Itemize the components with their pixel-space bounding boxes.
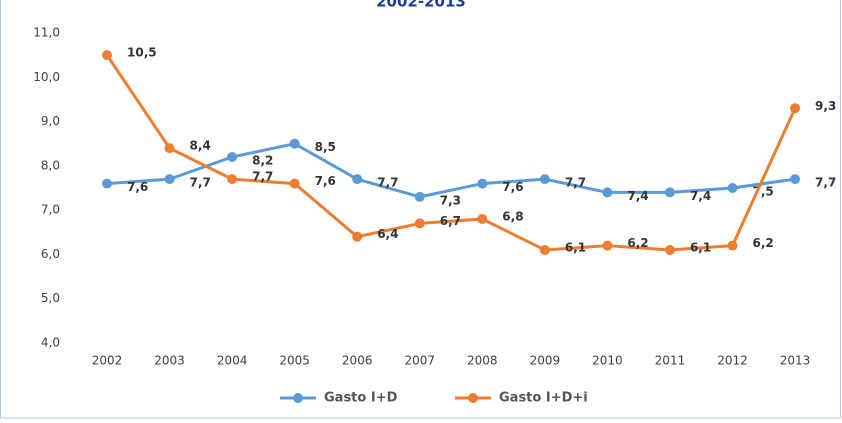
data-point [164, 174, 175, 185]
data-label: 6,1 [690, 241, 711, 255]
x-tick-label: 2005 [279, 354, 310, 368]
x-tick-label: 2013 [780, 354, 811, 368]
x-tick-label: 2010 [592, 354, 623, 368]
data-label: 8,4 [190, 139, 211, 153]
data-label: 7,7 [377, 176, 398, 190]
chart-title: 2002-2013 [376, 0, 466, 11]
data-label: 8,5 [315, 140, 336, 154]
y-tick-label: 11,0 [33, 26, 60, 40]
x-tick-label: 2007 [404, 354, 435, 368]
y-tick-label: 4,0 [41, 336, 60, 350]
data-point [102, 178, 112, 189]
data-point [477, 178, 488, 189]
legend-label: Gasto I+D+i [499, 391, 588, 406]
y-tick-label: 7,0 [41, 203, 60, 217]
data-point [352, 174, 363, 185]
data-point [602, 187, 613, 198]
data-point [414, 218, 425, 229]
legend-label: Gasto I+D [324, 391, 398, 406]
x-tick-label: 2003 [154, 354, 185, 368]
y-tick-label: 10,0 [33, 70, 60, 84]
data-point [727, 240, 738, 251]
data-point [477, 214, 488, 224]
series-line [105, 54, 797, 252]
data-point [102, 50, 112, 61]
data-label: 7,6 [127, 180, 148, 194]
series-line [106, 142, 796, 199]
data-label: 7,7 [190, 176, 211, 190]
data-point [539, 174, 550, 185]
data-label: 7,6 [502, 180, 523, 194]
data-label: 7,7 [565, 176, 586, 190]
data-label: 10,5 [127, 46, 157, 60]
data-label: 7,7 [815, 176, 836, 190]
data-label: 6,2 [627, 236, 648, 250]
y-tick-label: 6,0 [41, 247, 60, 261]
data-point [227, 152, 238, 162]
x-tick-label: 2012 [717, 354, 748, 368]
x-tick-label: 2004 [217, 354, 248, 368]
data-point [727, 183, 738, 193]
data-label: 7,4 [627, 189, 648, 203]
x-tick-label: 2006 [342, 354, 373, 368]
data-label: 7,3 [440, 193, 461, 207]
data-label: 7,4 [690, 189, 711, 203]
data-label: 6,4 [377, 227, 398, 241]
y-tick-label: 8,0 [41, 158, 60, 172]
data-label: 6,1 [565, 241, 586, 255]
data-point [414, 191, 425, 202]
data-label: 7,7 [252, 170, 273, 184]
data-point [352, 231, 363, 242]
data-point [602, 240, 613, 251]
data-point [664, 187, 675, 198]
x-tick-label: 2008 [467, 354, 498, 368]
data-point [790, 103, 801, 114]
data-point [790, 174, 801, 185]
x-tick-label: 2009 [530, 354, 561, 368]
data-point [164, 143, 175, 154]
data-label: 6,7 [440, 214, 461, 228]
data-label: 8,2 [252, 154, 273, 168]
data-label: 7,6 [315, 174, 336, 188]
data-point [289, 138, 300, 149]
data-label: 9,3 [815, 99, 836, 113]
data-point [664, 245, 675, 255]
data-point [539, 245, 550, 255]
x-tick-label: 2002 [92, 354, 123, 368]
data-label: 6,2 [753, 236, 774, 250]
legend-marker [468, 393, 478, 403]
legend-marker [293, 393, 303, 403]
data-point [289, 178, 300, 189]
y-tick-label: 5,0 [41, 291, 60, 305]
x-tick-label: 2011 [655, 354, 686, 368]
y-tick-label: 9,0 [41, 114, 60, 128]
data-label: 6,8 [502, 210, 523, 224]
data-point [227, 174, 238, 185]
